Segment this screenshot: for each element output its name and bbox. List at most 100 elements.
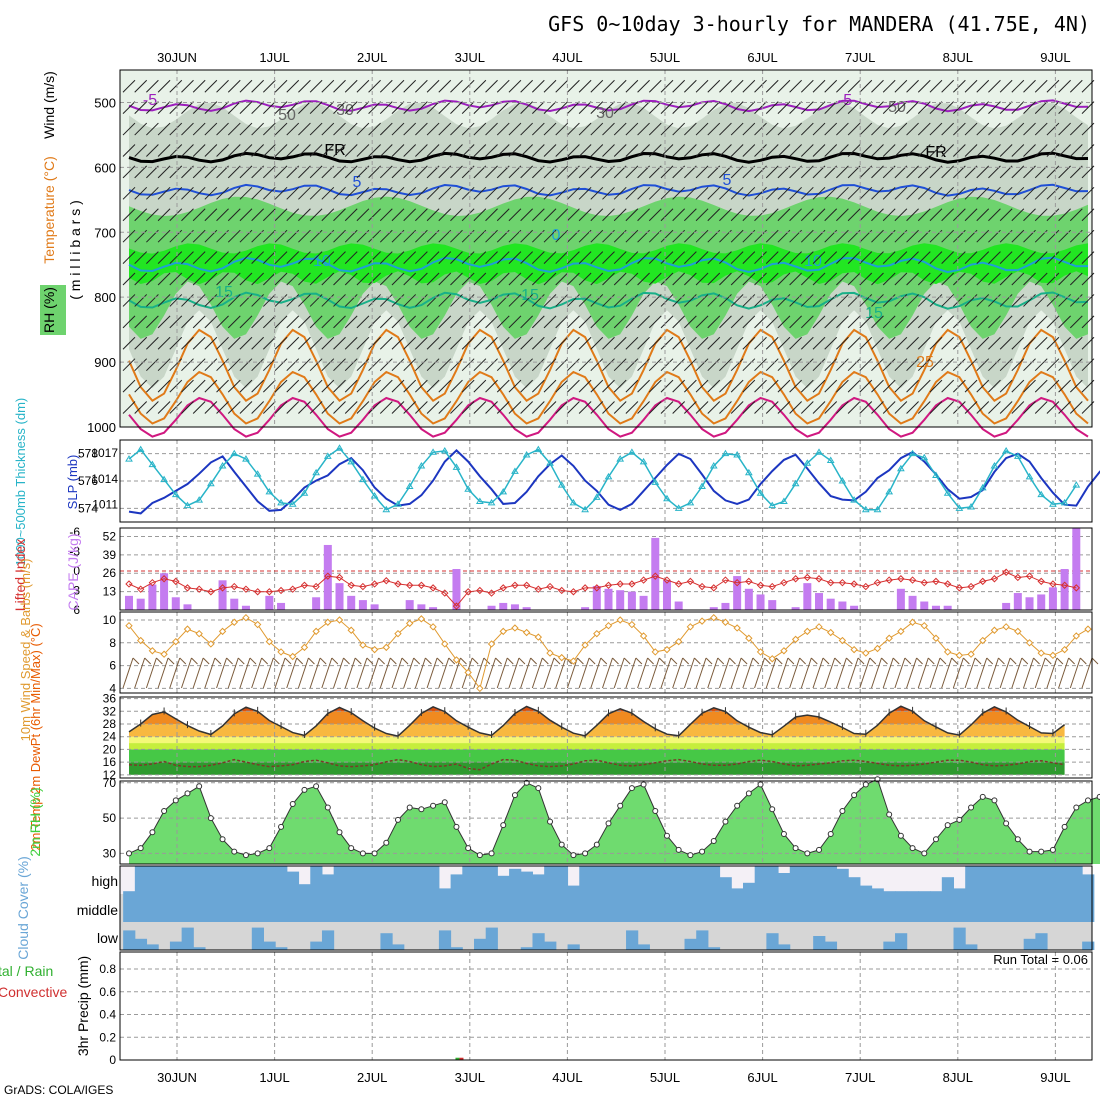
wind-barb — [871, 208, 884, 222]
wind-barb — [496, 379, 510, 393]
wind-barb — [730, 379, 744, 393]
wind-barb — [251, 186, 264, 200]
ylabel-temp2m: 2m Temp 2m DewPt (6hr Min/Max) (°C) — [28, 623, 43, 850]
thickness-marker — [674, 504, 683, 511]
wind-barb — [227, 186, 241, 200]
rh2m-marker — [476, 852, 483, 859]
wind-barb — [251, 251, 264, 264]
rh2m-marker — [301, 786, 308, 793]
wind-barb — [555, 379, 569, 393]
rh2m-marker — [968, 804, 975, 811]
wind-speed-marker — [253, 620, 262, 629]
wind-barb — [824, 79, 838, 93]
wind-barb — [590, 294, 604, 307]
wind-barb — [496, 186, 510, 200]
wind-barb — [730, 358, 744, 372]
wind-barb — [567, 315, 580, 329]
surface-wind-barb — [356, 657, 368, 689]
wind-barb — [882, 358, 896, 372]
rh2m-marker — [523, 779, 530, 786]
wind-barb — [473, 315, 487, 329]
wind-barb — [274, 379, 288, 393]
temp-band — [129, 724, 1065, 737]
wind-barb — [368, 144, 381, 157]
thickness-marker — [581, 505, 589, 513]
wind-barb — [181, 186, 194, 200]
wind-barb — [461, 122, 475, 136]
cloud-cover-bar — [813, 936, 826, 950]
cloud-cover-bar — [707, 866, 721, 894]
wind-barb — [1023, 144, 1036, 157]
temp-tick-label: 20 — [103, 742, 117, 756]
wind-barb — [438, 208, 452, 222]
wind-speed-marker — [312, 627, 320, 636]
wind-speed-marker — [487, 640, 496, 648]
wind-barb — [508, 165, 522, 179]
wind-barb — [192, 101, 206, 115]
wind-barb — [274, 336, 288, 350]
cape-bar — [920, 601, 929, 610]
contour-label: FR — [324, 142, 345, 159]
wind-barb — [754, 401, 767, 414]
wind-barb — [426, 401, 440, 414]
thickness-marker — [663, 494, 671, 502]
wind-barb — [379, 122, 393, 136]
wind-barb — [1011, 208, 1025, 222]
lifted-marker — [452, 602, 461, 610]
wind-barb — [274, 122, 288, 136]
cape-bar — [838, 601, 847, 610]
wind-barb — [344, 186, 358, 200]
wind-barb — [929, 294, 943, 307]
wind-barb — [894, 315, 908, 329]
wind-barb — [1058, 122, 1071, 136]
cloud-cover-bar — [930, 891, 943, 894]
wind-speed-marker — [148, 647, 157, 655]
wind-barb — [333, 315, 346, 329]
cloud-cover-bar — [895, 894, 908, 922]
cloud-cover-bar — [684, 938, 697, 950]
surface-wind-barb-flag — [541, 657, 549, 665]
wind-barb — [473, 358, 487, 372]
wind-barb — [590, 401, 604, 414]
surface-wind-barb-flag — [296, 657, 304, 665]
wind-barb — [1011, 294, 1025, 307]
wind-barb — [1069, 144, 1083, 157]
cloud-cover-bar — [169, 941, 183, 950]
wind-barb — [754, 165, 767, 179]
wind-barb — [953, 101, 966, 115]
wind-barb — [1034, 358, 1048, 372]
wind-barb — [1046, 229, 1060, 243]
wind-barb — [485, 165, 498, 179]
cloud-cover-bar — [824, 894, 838, 922]
thickness-marker — [1060, 498, 1069, 506]
wind-barb — [1011, 272, 1025, 286]
wind-barb — [976, 101, 990, 115]
day-label-top: 3JUL — [455, 50, 485, 65]
wind-barb — [1023, 251, 1036, 264]
cloud-cover-bar — [614, 866, 627, 894]
wind-barb — [181, 336, 194, 350]
wind-barb — [356, 79, 370, 93]
cloud-cover-bar — [310, 866, 323, 894]
cloud-cover-bar — [707, 947, 721, 950]
wind-barb — [274, 272, 288, 286]
cape-bar — [171, 597, 180, 610]
wind-barb — [157, 315, 171, 329]
wind-barb — [707, 315, 721, 329]
rh2m-marker — [792, 845, 799, 852]
wind-barb — [730, 229, 744, 243]
slp-line — [128, 449, 1100, 515]
surface-wind-barb — [882, 657, 894, 689]
wind-barb — [227, 379, 241, 393]
lifted-marker — [1014, 573, 1022, 582]
wind-barb — [871, 122, 884, 136]
cape-bar — [791, 607, 800, 610]
surface-wind-barb — [894, 657, 906, 689]
day-label-bottom: 30JUN — [157, 1070, 197, 1085]
wind-barb — [976, 186, 990, 200]
wind-barb — [754, 358, 767, 372]
thickness-marker — [873, 505, 882, 513]
wind-barb — [274, 101, 288, 115]
wind-barb — [227, 294, 241, 307]
wind-barb — [695, 186, 709, 200]
